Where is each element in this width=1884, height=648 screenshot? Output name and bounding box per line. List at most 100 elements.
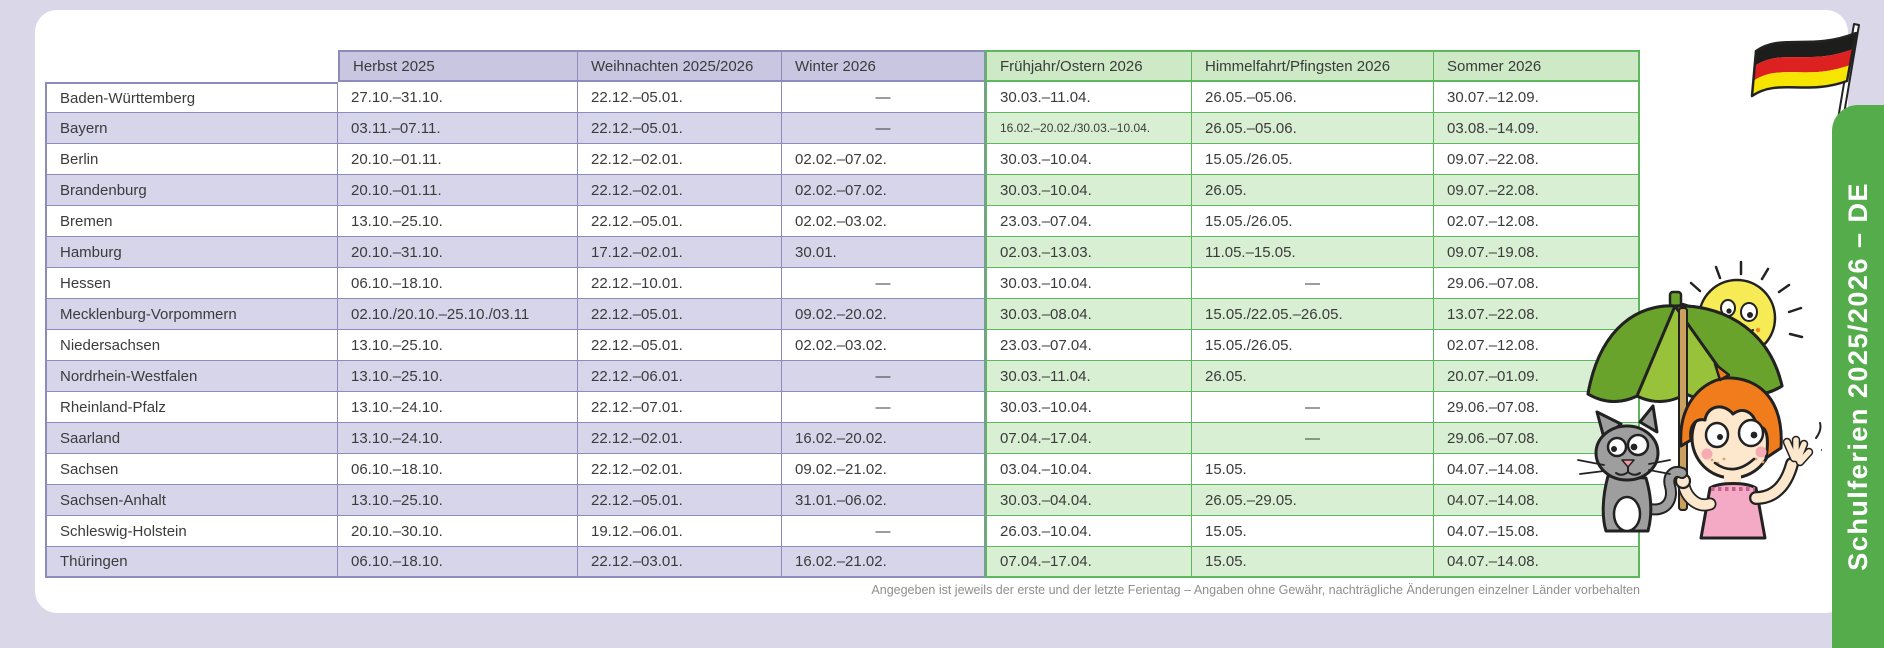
holiday-date-cell: 03.11.–07.11. — [338, 113, 578, 144]
state-label-cell: Hamburg — [45, 237, 338, 268]
holiday-date-cell: 26.05. — [1192, 361, 1434, 392]
holiday-date-cell: 02.02.–07.02. — [782, 175, 985, 206]
holiday-date-cell: 13.10.–25.10. — [338, 361, 578, 392]
school-holidays-table: Herbst 2025 Weihnachten 2025/2026 Winter 2… — [45, 50, 1640, 578]
state-label-cell: Brandenburg — [45, 175, 338, 206]
holiday-date-cell: 09.02.–21.02. — [782, 454, 985, 485]
holiday-date-cell: 30.03.–11.04. — [985, 82, 1192, 113]
holiday-date-cell: 23.03.–07.04. — [985, 206, 1192, 237]
holiday-date-cell: 22.12.–05.01. — [578, 82, 782, 113]
holiday-date-cell: 22.12.–02.01. — [578, 423, 782, 454]
holiday-date-cell: 26.05.–05.06. — [1192, 82, 1434, 113]
holiday-date-cell: 20.10.–01.11. — [338, 144, 578, 175]
state-label-cell: Berlin — [45, 144, 338, 175]
holiday-date-cell: 26.05. — [1192, 175, 1434, 206]
holiday-date-cell: 26.05.–05.06. — [1192, 113, 1434, 144]
holiday-date-cell: 15.05. — [1192, 454, 1434, 485]
holiday-date-cell: 30.03.–04.04. — [985, 485, 1192, 516]
holiday-date-cell: 22.12.–02.01. — [578, 144, 782, 175]
state-label-cell: Bremen — [45, 206, 338, 237]
state-label-cell: Sachsen-Anhalt — [45, 485, 338, 516]
holiday-date-cell: 15.05./26.05. — [1192, 206, 1434, 237]
holiday-date-cell: — — [1192, 268, 1434, 299]
holiday-date-cell: 09.07.–19.08. — [1434, 237, 1640, 268]
holiday-date-cell: 22.12.–02.01. — [578, 454, 782, 485]
state-label-cell: Schleswig-Holstein — [45, 516, 338, 547]
holiday-date-cell: 11.05.–15.05. — [1192, 237, 1434, 268]
holiday-date-cell: — — [1192, 392, 1434, 423]
holiday-date-cell: — — [782, 113, 985, 144]
summer-scene-illustration — [1577, 260, 1822, 540]
state-label-cell: Bayern — [45, 113, 338, 144]
holiday-date-cell: — — [782, 361, 985, 392]
holiday-date-cell: 15.05. — [1192, 547, 1434, 578]
holiday-date-cell: 06.10.–18.10. — [338, 268, 578, 299]
holiday-date-cell: 27.10.–31.10. — [338, 82, 578, 113]
holiday-date-cell: 02.02.–03.02. — [782, 206, 985, 237]
holiday-date-cell: 22.12.–07.01. — [578, 392, 782, 423]
holiday-date-cell: — — [782, 268, 985, 299]
holiday-date-cell: 09.02.–20.02. — [782, 299, 985, 330]
footnote: Angegeben ist jeweils der erste und der … — [871, 583, 1640, 597]
holiday-date-cell: 23.03.–07.04. — [985, 330, 1192, 361]
holiday-date-cell: 07.04.–17.04. — [985, 547, 1192, 578]
holiday-date-cell: 30.03.–11.04. — [985, 361, 1192, 392]
column-header-cell: Frühjahr/Ostern 2026 — [985, 50, 1192, 82]
holiday-date-cell: 02.02.–03.02. — [782, 330, 985, 361]
state-label-cell: Nordrhein-Westfalen — [45, 361, 338, 392]
holiday-date-cell: 06.10.–18.10. — [338, 547, 578, 578]
state-label-cell: Baden-Württemberg — [45, 82, 338, 113]
holiday-date-cell: 30.03.–08.04. — [985, 299, 1192, 330]
banner-title: Schulferien 2025/2026 – DE — [1842, 182, 1873, 571]
holiday-date-cell: 03.08.–14.09. — [1434, 113, 1640, 144]
holiday-date-cell: 20.10.–31.10. — [338, 237, 578, 268]
holiday-date-cell: — — [782, 82, 985, 113]
holiday-date-cell: — — [1192, 423, 1434, 454]
holiday-date-cell: 22.12.–05.01. — [578, 299, 782, 330]
state-label-cell: Niedersachsen — [45, 330, 338, 361]
holiday-date-cell: 13.10.–25.10. — [338, 206, 578, 237]
holiday-date-cell: 13.10.–25.10. — [338, 330, 578, 361]
holiday-date-cell: 30.03.–10.04. — [985, 144, 1192, 175]
holiday-date-cell: 09.07.–22.08. — [1434, 144, 1640, 175]
holiday-date-cell: 29.06.–07.08. — [1434, 268, 1640, 299]
holiday-date-cell: 26.03.–10.04. — [985, 516, 1192, 547]
holiday-date-cell: 26.05.–29.05. — [1192, 485, 1434, 516]
holiday-date-cell: 15.05./22.05.–26.05. — [1192, 299, 1434, 330]
holiday-date-cell: 15.05./26.05. — [1192, 144, 1434, 175]
holiday-date-cell: 30.03.–10.04. — [985, 268, 1192, 299]
holiday-date-cell: 30.03.–10.04. — [985, 175, 1192, 206]
holiday-date-cell: 13.10.–24.10. — [338, 423, 578, 454]
column-header-cell: Sommer 2026 — [1434, 50, 1640, 82]
holiday-date-cell: 07.04.–17.04. — [985, 423, 1192, 454]
column-header-cell: Weihnachten 2025/2026 — [578, 50, 782, 82]
holiday-date-cell: 22.12.–05.01. — [578, 485, 782, 516]
holiday-date-cell: 22.12.–02.01. — [578, 175, 782, 206]
girl-illustration — [1674, 362, 1822, 540]
holiday-date-cell: 20.10.–01.11. — [338, 175, 578, 206]
column-header-cell: Herbst 2025 — [338, 50, 578, 82]
holiday-date-cell: 30.07.–12.09. — [1434, 82, 1640, 113]
holiday-date-cell: 17.12.–02.01. — [578, 237, 782, 268]
holiday-date-cell: 13.07.–22.08. — [1434, 299, 1640, 330]
side-banner: Schulferien 2025/2026 – DE — [1832, 105, 1884, 648]
holiday-date-cell: 02.10./20.10.–25.10./03.11 — [338, 299, 578, 330]
column-header-cell: Himmelfahrt/Pfingsten 2026 — [1192, 50, 1434, 82]
holiday-date-cell: 22.12.–10.01. — [578, 268, 782, 299]
holiday-date-cell: 15.05. — [1192, 516, 1434, 547]
german-flag-icon — [1750, 23, 1860, 121]
table-corner-cell — [45, 50, 338, 82]
holiday-date-cell: 16.02.–20.02. — [782, 423, 985, 454]
holiday-date-cell: 15.05./26.05. — [1192, 330, 1434, 361]
holiday-date-cell: 02.03.–13.03. — [985, 237, 1192, 268]
holiday-date-cell: 22.12.–05.01. — [578, 206, 782, 237]
holiday-date-cell: 20.10.–30.10. — [338, 516, 578, 547]
cat-illustration — [1577, 404, 1688, 533]
holiday-date-cell: 30.03.–10.04. — [985, 392, 1192, 423]
state-label-cell: Thüringen — [45, 547, 338, 578]
holiday-date-cell: 22.12.–06.01. — [578, 361, 782, 392]
holiday-date-cell: 02.07.–12.08. — [1434, 206, 1640, 237]
state-label-cell: Sachsen — [45, 454, 338, 485]
state-label-cell: Hessen — [45, 268, 338, 299]
holiday-date-cell: 13.10.–24.10. — [338, 392, 578, 423]
